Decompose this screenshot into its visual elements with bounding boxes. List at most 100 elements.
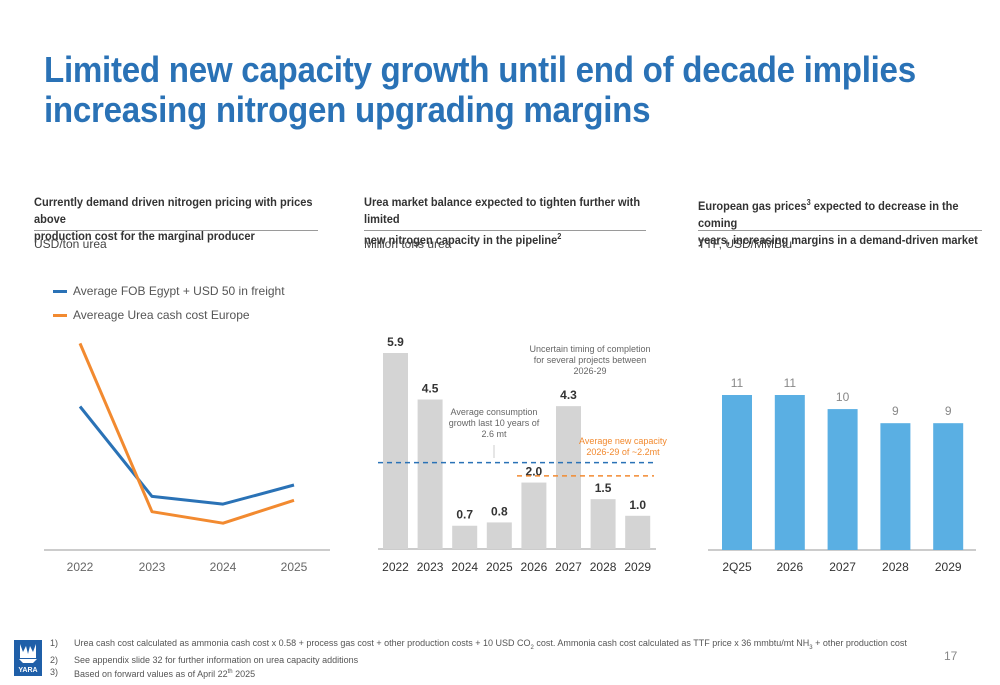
annotation-avg-consumption: Average consumption	[451, 407, 538, 417]
panel-3-heading: European gas prices3 expected to decreas…	[698, 194, 992, 249]
footnote-1-text-a: Urea cash cost calculated as ammonia cas…	[74, 638, 531, 648]
x-tick-label: 2023	[417, 560, 444, 574]
footnotes: 1) Urea cash cost calculated as ammonia …	[50, 637, 907, 680]
bar-2Q25	[722, 395, 752, 550]
footnote-number: 3)	[50, 666, 59, 677]
bar-value-label: 11	[731, 376, 744, 390]
legend-swatch-orange	[53, 313, 67, 317]
annotation-uncertain-timing: Uncertain timing of completion	[529, 344, 650, 354]
panel-2-unit: Million tons urea	[364, 237, 452, 251]
bar-2028	[880, 423, 911, 550]
panel-3-heading-line-2: years, increasing margins in a demand-dr…	[698, 233, 978, 247]
x-tick-label: 2023	[139, 560, 166, 574]
bar-value-label: 10	[836, 390, 850, 404]
panel-2-heading: Urea market balance expected to tighten …	[364, 194, 658, 249]
page-title-line-1: Limited new capacity growth until end of…	[44, 49, 916, 90]
panel-3-heading-line-1: European gas prices3 expected to decreas…	[698, 194, 992, 232]
panel-3-heading-line-1-post: expected to decrease in the coming	[698, 199, 959, 230]
bar-2029	[933, 423, 964, 550]
annotation-avg-new-capacity: Average new capacity	[579, 436, 667, 446]
legend-item-urea-cash-cost: Avereage Urea cash cost Europe	[53, 308, 250, 322]
footnote-1-sub-b: 3	[809, 644, 813, 651]
footnote-1-text-c: + other production cost	[812, 638, 907, 648]
bar-value-label: 9	[945, 404, 952, 418]
footnote-number: 1)	[50, 638, 59, 648]
x-tick-label: 2028	[590, 560, 617, 574]
footnote-number: 2)	[50, 654, 59, 665]
x-tick-label: 2Q25	[722, 560, 752, 574]
legend-label: Average FOB Egypt + USD 50 in freight	[73, 284, 285, 298]
x-tick-label: 2029	[935, 560, 962, 574]
panel-2-heading-line-2: new nitrogen capacity in the pipeline2	[364, 228, 658, 249]
x-tick-label: 2029	[624, 560, 651, 574]
x-tick-label: 2026	[521, 560, 548, 574]
panel-3-heading-line-1-pre: European gas prices	[698, 199, 807, 213]
bar-2028	[590, 499, 616, 549]
panel-1-unit: USD/ton urea	[34, 237, 107, 251]
panel-2-heading-line-1: Urea market balance expected to tighten …	[364, 195, 641, 226]
footnote-ref-3: 3	[806, 198, 811, 207]
annotation-uncertain-timing: for several projects between	[534, 355, 647, 365]
panel-1-heading-line-1: Currently demand driven nitrogen pricing…	[34, 195, 313, 226]
bar-value-label: 4.3	[560, 388, 577, 402]
bar-value-label: 0.7	[456, 508, 473, 522]
footnote-3-text-b: 2025	[232, 668, 256, 679]
footnote-3: 3) Based on forward values as of April 2…	[50, 666, 907, 680]
bar-value-label: 2.0	[526, 465, 543, 479]
bar-value-label: 1.0	[629, 498, 646, 512]
panel-1-heading: Currently demand driven nitrogen pricing…	[34, 194, 328, 245]
bar-2025	[486, 522, 512, 549]
page-number: 17	[944, 649, 958, 663]
bar-2027	[556, 406, 581, 549]
series-line-fob-egypt	[78, 405, 295, 506]
x-tick-label: 2025	[486, 560, 513, 574]
x-tick-label: 2024	[451, 560, 478, 574]
bar-2029	[625, 515, 651, 549]
panel-1-heading-line-2: production cost for the marginal produce…	[34, 229, 255, 243]
legend-item-fob-egypt: Average FOB Egypt + USD 50 in freight	[53, 284, 285, 298]
bar-2023	[417, 399, 443, 549]
x-tick-label: 2024	[210, 560, 237, 574]
bar-2022	[383, 353, 408, 549]
bar-value-label: 0.8	[491, 504, 508, 518]
bar-value-label: 1.5	[595, 481, 612, 495]
panel-1-divider	[34, 230, 318, 231]
bar-2027	[827, 409, 858, 550]
yara-logo: YARA	[14, 640, 42, 676]
footnote-1-sub-a: 2	[530, 644, 534, 651]
bar-value-label: 5.9	[387, 335, 404, 349]
bar-value-label: 4.5	[422, 382, 439, 396]
page-title-line-2: increasing nitrogen upgrading margins	[44, 89, 651, 130]
x-tick-label: 2022	[382, 560, 409, 574]
panel-3-divider	[698, 230, 982, 231]
panel-2-divider	[364, 230, 646, 231]
svg-text:YARA: YARA	[18, 667, 37, 674]
annotation-avg-consumption: growth last 10 years of	[449, 418, 540, 428]
x-tick-label: 2022	[67, 560, 94, 574]
annotation-avg-new-capacity: 2026-29 of ~2.2mt	[586, 447, 660, 457]
bar-2024	[452, 525, 478, 549]
x-tick-label: 2027	[555, 560, 582, 574]
x-tick-label: 2028	[882, 560, 909, 574]
legend-swatch-blue	[53, 289, 67, 293]
x-tick-label: 2027	[829, 560, 856, 574]
x-tick-label: 2025	[281, 560, 308, 574]
bar-value-label: 9	[892, 404, 899, 418]
bar-value-label: 11	[784, 376, 797, 390]
panel-3-unit: TTF, USD/MMBtu	[698, 237, 793, 251]
series-line-urea-cash-cost	[78, 342, 295, 525]
bar-2026	[774, 395, 805, 550]
footnote-ref-2: 2	[557, 232, 562, 241]
x-tick-label: 2026	[776, 560, 803, 574]
annotation-uncertain-timing: 2026-29	[573, 366, 606, 376]
footnote-text: See appendix slide 32 for further inform…	[74, 654, 359, 665]
footnote-text: Urea cash cost calculated as ammonia cas…	[74, 637, 907, 654]
footnote-3-text-a: Based on forward values as of April 22	[74, 668, 228, 679]
footnote-1: 1) Urea cash cost calculated as ammonia …	[50, 637, 907, 654]
panel-2-heading-line-2-text: new nitrogen capacity in the pipeline	[364, 233, 558, 247]
legend-label: Avereage Urea cash cost Europe	[73, 308, 250, 322]
footnote-3-sup: th	[227, 668, 233, 675]
footnote-2: 2) See appendix slide 32 for further inf…	[50, 654, 907, 666]
page-title: Limited new capacity growth until end of…	[44, 49, 916, 130]
